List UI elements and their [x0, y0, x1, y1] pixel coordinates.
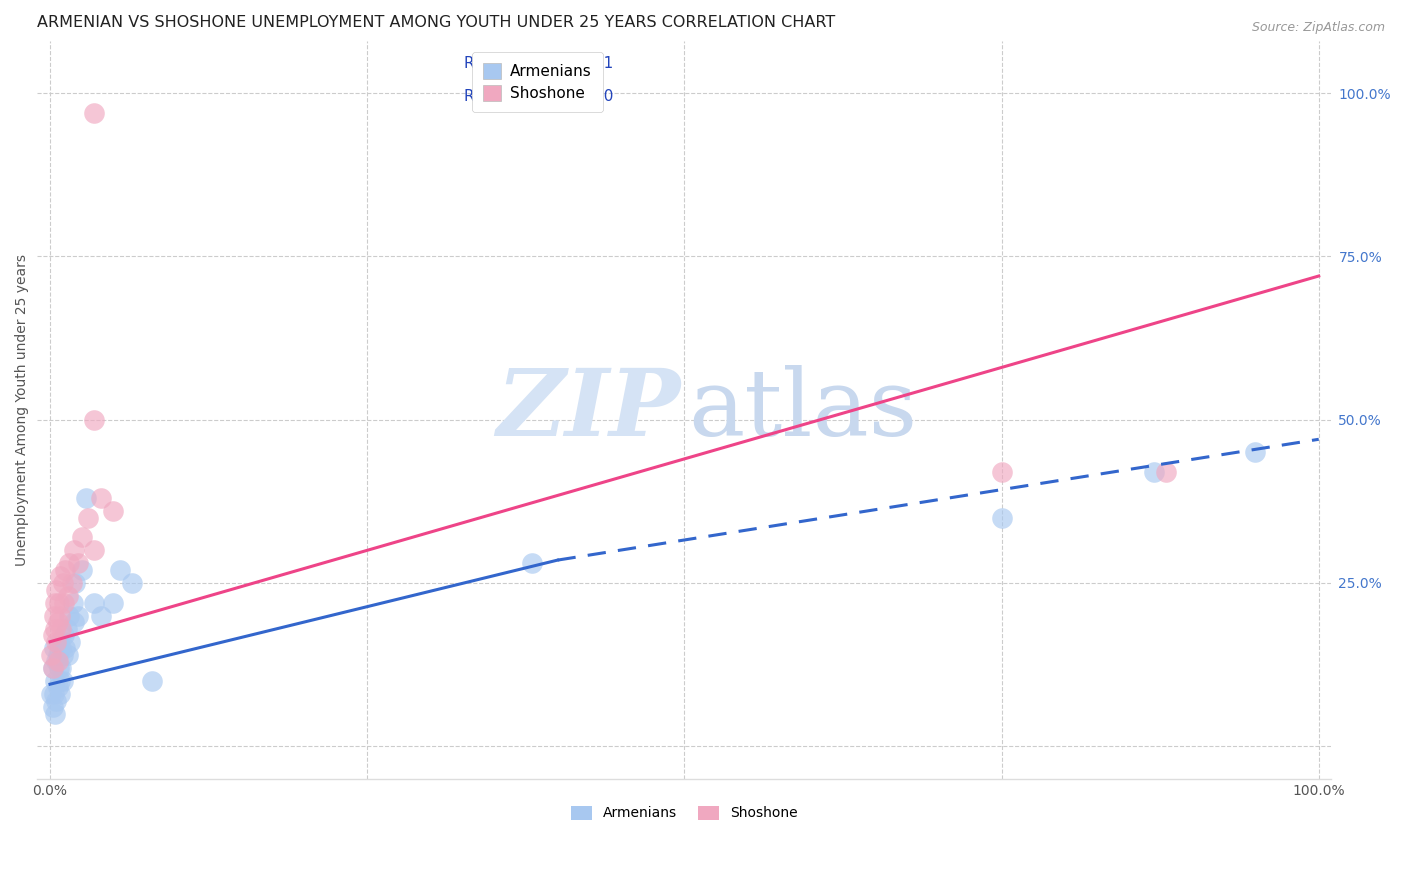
- Text: ARMENIAN VS SHOSHONE UNEMPLOYMENT AMONG YOUTH UNDER 25 YEARS CORRELATION CHART: ARMENIAN VS SHOSHONE UNEMPLOYMENT AMONG …: [38, 15, 835, 30]
- Point: [1143, 465, 1166, 479]
- Point: [990, 465, 1012, 479]
- Point: [51, 622, 73, 636]
- Point: [108, 563, 131, 577]
- Point: [60, 576, 83, 591]
- Point: [45, 654, 67, 668]
- Point: [83, 413, 105, 427]
- Point: [51, 641, 73, 656]
- Y-axis label: Unemployment Among Youth under 25 years: Unemployment Among Youth under 25 years: [15, 254, 30, 566]
- Point: [58, 608, 80, 623]
- Point: [66, 608, 89, 623]
- Point: [52, 576, 75, 591]
- Text: ZIP: ZIP: [496, 365, 681, 455]
- Point: [75, 491, 97, 505]
- Point: [53, 563, 76, 577]
- Point: [103, 504, 125, 518]
- Text: R = 0.537   N =  30: R = 0.537 N = 30: [464, 89, 614, 104]
- Point: [46, 654, 69, 668]
- Point: [46, 615, 69, 629]
- Point: [141, 673, 163, 688]
- Point: [66, 557, 89, 571]
- Point: [55, 622, 77, 636]
- Point: [90, 608, 112, 623]
- Point: [41, 661, 63, 675]
- Point: [51, 661, 73, 675]
- Point: [62, 596, 84, 610]
- Point: [49, 673, 72, 688]
- Point: [48, 596, 70, 610]
- Point: [44, 622, 66, 636]
- Point: [39, 687, 62, 701]
- Point: [39, 648, 62, 662]
- Point: [121, 576, 143, 591]
- Point: [46, 681, 69, 695]
- Point: [83, 596, 105, 610]
- Point: [56, 589, 79, 603]
- Point: [53, 596, 76, 610]
- Point: [52, 648, 75, 662]
- Point: [53, 641, 76, 656]
- Point: [77, 510, 100, 524]
- Point: [63, 543, 86, 558]
- Point: [49, 687, 72, 701]
- Point: [1156, 465, 1178, 479]
- Point: [44, 596, 66, 610]
- Text: Source: ZipAtlas.com: Source: ZipAtlas.com: [1251, 21, 1385, 34]
- Point: [53, 628, 76, 642]
- Legend: Armenians, Shoshone: Armenians, Shoshone: [564, 798, 804, 827]
- Point: [41, 628, 63, 642]
- Point: [1244, 445, 1267, 459]
- Point: [520, 557, 543, 571]
- Point: [83, 543, 105, 558]
- Point: [44, 706, 66, 721]
- Point: [42, 687, 65, 701]
- Point: [56, 648, 79, 662]
- Point: [59, 634, 82, 648]
- Point: [45, 582, 67, 597]
- Point: [48, 634, 70, 648]
- Point: [70, 530, 93, 544]
- Point: [42, 641, 65, 656]
- Point: [44, 673, 66, 688]
- Point: [52, 673, 75, 688]
- Point: [63, 615, 86, 629]
- Point: [65, 576, 87, 591]
- Point: [103, 596, 125, 610]
- Point: [42, 608, 65, 623]
- Point: [49, 569, 72, 583]
- Point: [45, 634, 67, 648]
- Point: [90, 491, 112, 505]
- Point: [990, 510, 1012, 524]
- Point: [46, 648, 69, 662]
- Text: R = 0.549   N =  41: R = 0.549 N = 41: [464, 56, 613, 71]
- Point: [58, 557, 80, 571]
- Point: [45, 693, 67, 707]
- Point: [83, 105, 105, 120]
- Point: [41, 661, 63, 675]
- Point: [41, 700, 63, 714]
- Point: [48, 661, 70, 675]
- Text: atlas: atlas: [689, 365, 918, 455]
- Point: [49, 608, 72, 623]
- Point: [70, 563, 93, 577]
